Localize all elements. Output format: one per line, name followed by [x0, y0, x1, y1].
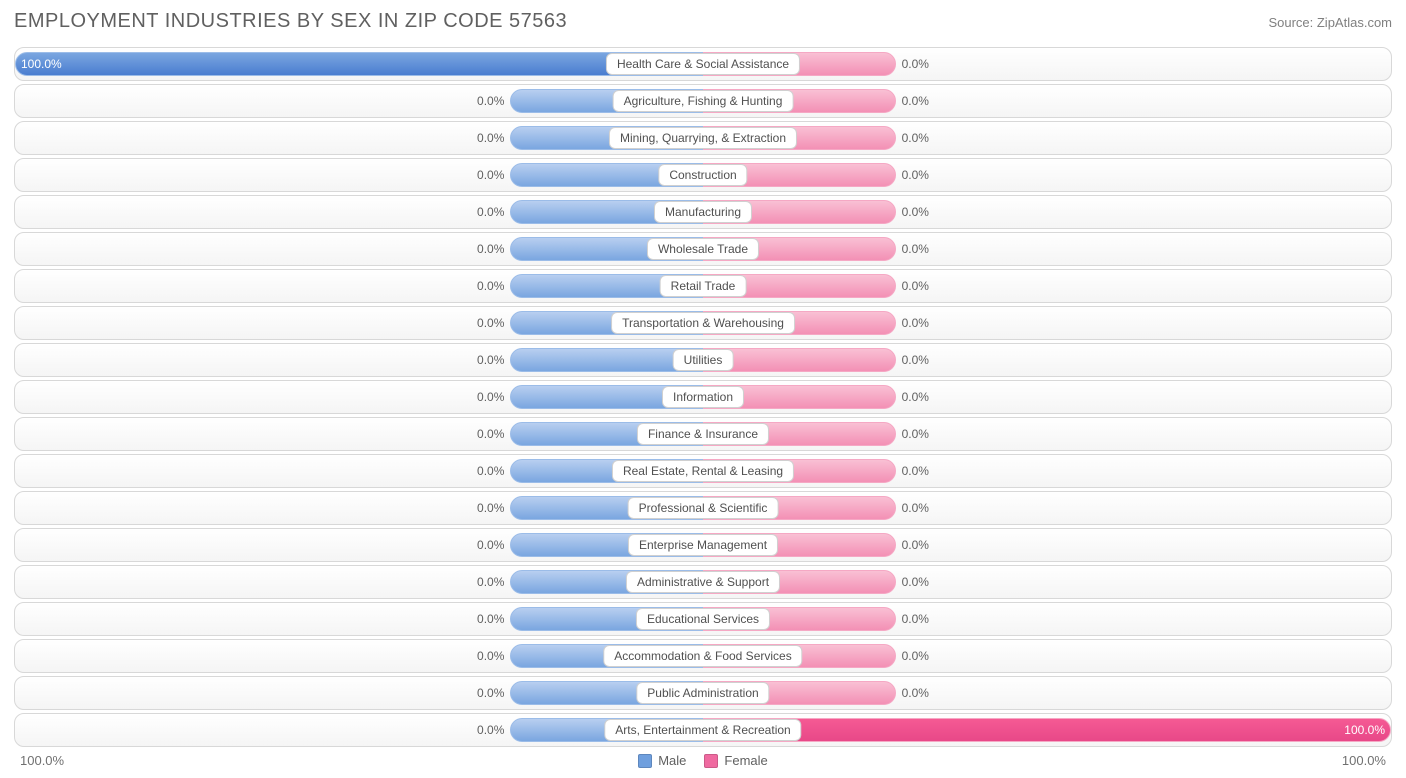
chart-row: 0.0% 0.0% Wholesale Trade [14, 232, 1392, 266]
male-value: 0.0% [477, 723, 504, 737]
male-value: 0.0% [477, 131, 504, 145]
chart-row: 0.0% 0.0% Construction [14, 158, 1392, 192]
chart-row: 0.0% 0.0% Public Administration [14, 676, 1392, 710]
male-value: 0.0% [477, 427, 504, 441]
female-value: 0.0% [902, 168, 929, 182]
female-value: 0.0% [902, 612, 929, 626]
chart-footer: 100.0% Male Female 100.0% [14, 753, 1392, 768]
female-value: 0.0% [902, 131, 929, 145]
male-value: 0.0% [477, 612, 504, 626]
male-value: 0.0% [477, 316, 504, 330]
category-label: Construction [658, 164, 747, 186]
category-label: Transportation & Warehousing [611, 312, 795, 334]
male-value: 0.0% [477, 242, 504, 256]
category-label: Arts, Entertainment & Recreation [604, 719, 801, 741]
female-value: 0.0% [902, 205, 929, 219]
chart-row: 0.0% 100.0% Arts, Entertainment & Recreati… [14, 713, 1392, 747]
female-value: 0.0% [902, 57, 929, 71]
female-value: 0.0% [902, 538, 929, 552]
male-value: 0.0% [477, 464, 504, 478]
category-label: Administrative & Support [626, 571, 780, 593]
male-value: 0.0% [477, 575, 504, 589]
category-label: Mining, Quarrying, & Extraction [609, 127, 797, 149]
chart-row: 0.0% 0.0% Retail Trade [14, 269, 1392, 303]
male-value: 100.0% [21, 57, 62, 71]
chart-source: Source: ZipAtlas.com [1268, 15, 1392, 30]
legend-item-female: Female [704, 753, 767, 768]
male-value: 0.0% [477, 279, 504, 293]
chart-row: 0.0% 0.0% Accommodation & Food Services [14, 639, 1392, 673]
category-label: Manufacturing [654, 201, 752, 223]
female-value: 0.0% [902, 279, 929, 293]
male-value: 0.0% [477, 353, 504, 367]
female-value: 0.0% [902, 353, 929, 367]
chart-row: 0.0% 0.0% Manufacturing [14, 195, 1392, 229]
chart-header: EMPLOYMENT INDUSTRIES BY SEX IN ZIP CODE… [14, 10, 1392, 33]
chart-row: 100.0% 0.0% Health Care & Social Assistanc… [14, 47, 1392, 81]
female-bar [703, 718, 1391, 742]
chart-row: 0.0% 0.0% Agriculture, Fishing & Hunting [14, 84, 1392, 118]
category-label: Professional & Scientific [628, 497, 779, 519]
female-value: 0.0% [902, 686, 929, 700]
male-value: 0.0% [477, 538, 504, 552]
chart-title: EMPLOYMENT INDUSTRIES BY SEX IN ZIP CODE… [14, 10, 567, 33]
female-value: 0.0% [902, 575, 929, 589]
male-bar [15, 52, 703, 76]
male-value: 0.0% [477, 94, 504, 108]
legend-female-label: Female [724, 753, 767, 768]
chart-row: 0.0% 0.0% Professional & Scientific [14, 491, 1392, 525]
male-swatch [638, 754, 652, 768]
female-value: 0.0% [902, 316, 929, 330]
female-swatch [704, 754, 718, 768]
male-value: 0.0% [477, 390, 504, 404]
chart-row: 0.0% 0.0% Enterprise Management [14, 528, 1392, 562]
female-value: 100.0% [1344, 723, 1385, 737]
legend-item-male: Male [638, 753, 686, 768]
category-label: Real Estate, Rental & Leasing [612, 460, 794, 482]
male-value: 0.0% [477, 168, 504, 182]
female-value: 0.0% [902, 242, 929, 256]
axis-right-label: 100.0% [1342, 753, 1386, 768]
category-label: Enterprise Management [628, 534, 778, 556]
female-value: 0.0% [902, 649, 929, 663]
female-value: 0.0% [902, 501, 929, 515]
category-label: Educational Services [636, 608, 770, 630]
chart-row: 0.0% 0.0% Educational Services [14, 602, 1392, 636]
male-value: 0.0% [477, 205, 504, 219]
chart-row: 0.0% 0.0% Utilities [14, 343, 1392, 377]
male-value: 0.0% [477, 649, 504, 663]
axis-left-label: 100.0% [20, 753, 64, 768]
category-label: Accommodation & Food Services [603, 645, 802, 667]
female-value: 0.0% [902, 94, 929, 108]
chart-row: 0.0% 0.0% Transportation & Warehousing [14, 306, 1392, 340]
category-label: Agriculture, Fishing & Hunting [613, 90, 794, 112]
female-value: 0.0% [902, 390, 929, 404]
legend-male-label: Male [658, 753, 686, 768]
male-value: 0.0% [477, 686, 504, 700]
chart-row: 0.0% 0.0% Information [14, 380, 1392, 414]
legend: Male Female [638, 753, 768, 768]
chart-row: 0.0% 0.0% Real Estate, Rental & Leasing [14, 454, 1392, 488]
category-label: Retail Trade [660, 275, 747, 297]
female-value: 0.0% [902, 464, 929, 478]
category-label: Wholesale Trade [647, 238, 759, 260]
chart-row: 0.0% 0.0% Finance & Insurance [14, 417, 1392, 451]
male-value: 0.0% [477, 501, 504, 515]
category-label: Health Care & Social Assistance [606, 53, 800, 75]
category-label: Utilities [673, 349, 734, 371]
diverging-bar-chart: 100.0% 0.0% Health Care & Social Assistanc… [14, 47, 1392, 747]
chart-row: 0.0% 0.0% Mining, Quarrying, & Extraction [14, 121, 1392, 155]
female-value: 0.0% [902, 427, 929, 441]
chart-row: 0.0% 0.0% Administrative & Support [14, 565, 1392, 599]
category-label: Information [662, 386, 744, 408]
category-label: Public Administration [636, 682, 769, 704]
category-label: Finance & Insurance [637, 423, 769, 445]
